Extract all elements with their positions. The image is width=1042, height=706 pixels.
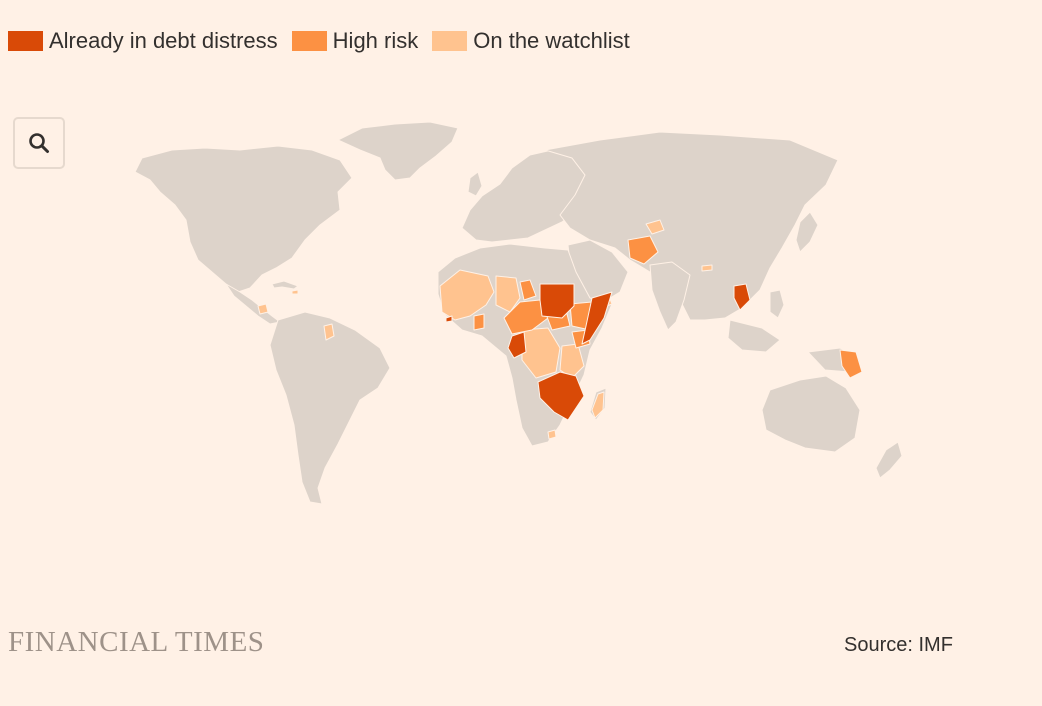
zambia-malawi-mozambique-debt-distress [537, 371, 585, 421]
europe-shape [461, 149, 586, 243]
japan-shape [795, 211, 819, 253]
papua-new-guinea-high-risk [839, 349, 863, 379]
ghana-high-risk [473, 313, 485, 331]
tajikistan-watchlist [645, 219, 665, 235]
india-shape [649, 261, 691, 331]
drc-watchlist [521, 327, 561, 379]
search-icon [29, 133, 49, 153]
ft-logo: FINANCIAL TIMES [8, 626, 265, 658]
sudan-debt-distress [539, 283, 575, 319]
gambia-debt-distress [445, 315, 453, 323]
world-map[interactable] [0, 95, 1042, 535]
philippines-shape [769, 289, 785, 319]
search-button[interactable] [13, 117, 65, 169]
greenland-shape [337, 121, 459, 181]
north-america-shape [134, 145, 353, 293]
nepal-watchlist [701, 264, 713, 272]
somalia-debt-distress [581, 291, 613, 345]
legend-item-debt-distress: Already in debt distress [8, 28, 278, 54]
guyana-watchlist [323, 323, 335, 341]
new-zealand-shape [875, 441, 903, 479]
uk-shape [467, 171, 483, 197]
central-america-shape [225, 283, 281, 325]
mauritania-high-risk [519, 279, 537, 301]
legend-swatch-watchlist [432, 31, 468, 51]
haiti-watchlist [291, 289, 299, 295]
legend-label-high-risk: High risk [332, 28, 419, 53]
south-america-shape [269, 311, 391, 505]
caribbean-shape [271, 280, 299, 290]
legend-label-debt-distress: Already in debt distress [49, 28, 278, 53]
afghanistan-high-risk [627, 235, 659, 265]
niger-chad-watchlist [495, 275, 521, 313]
congo-debt-distress [507, 331, 527, 359]
lesotho-watchlist [547, 429, 557, 440]
legend: Already in debt distress High risk On th… [8, 28, 630, 54]
source-note: Source: IMF [844, 634, 953, 656]
australia-shape [761, 375, 861, 453]
honduras-watchlist [257, 303, 269, 315]
legend-item-high-risk: High risk [291, 28, 419, 54]
legend-label-watchlist: On the watchlist [473, 28, 630, 53]
asia-shape [544, 131, 839, 321]
legend-swatch-debt-distress [8, 31, 43, 51]
legend-swatch-high-risk [291, 31, 327, 51]
debt-distress-layer [445, 283, 751, 421]
legend-item-watchlist: On the watchlist [432, 28, 630, 54]
southeast-asia-shape [727, 319, 781, 353]
sahel-west-watchlist [439, 269, 495, 321]
laos-debt-distress [733, 283, 751, 311]
madagascar-watchlist [591, 391, 605, 419]
